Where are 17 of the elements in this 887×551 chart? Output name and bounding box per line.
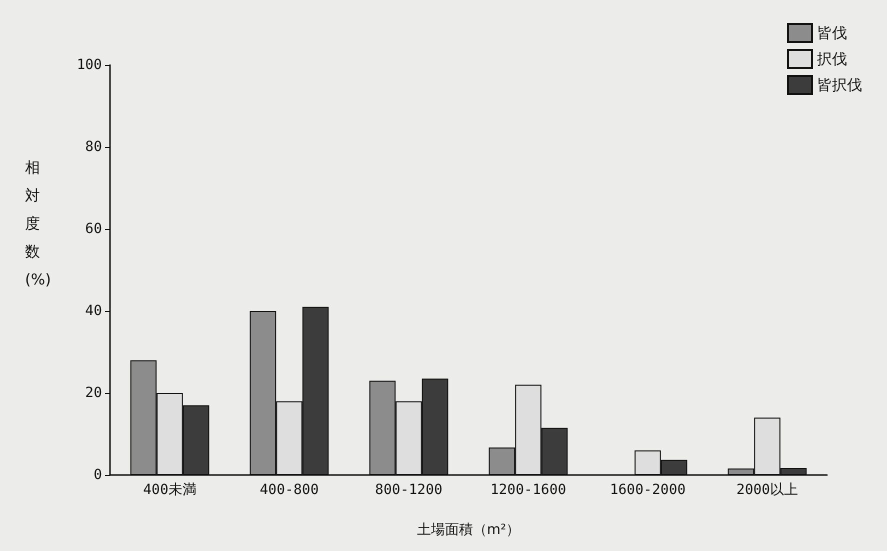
y-axis-title: 相対度数 (%) [25,158,51,288]
x-tick-label: 1200-1600 [490,482,566,498]
y-tick-label: 40 [85,303,102,319]
y-tick-label: 0 [94,467,102,483]
x-tick-label: 1600-2000 [610,482,686,498]
y-tick-label: 100 [76,57,102,73]
legend-label: 択伐 [817,50,847,68]
y-tick-label: 60 [85,221,102,237]
y-tick-label: 80 [85,139,102,155]
legend-label: 皆択伐 [817,76,862,94]
x-tick-label: 400未満 [143,482,196,498]
legend-label: 皆伐 [817,24,847,42]
x-tick-label: 2000以上 [736,482,798,498]
x-tick-label: 800-1200 [375,482,442,498]
y-tick-label: 20 [85,385,102,401]
x-axis-title: 土場面積（m²） [416,522,520,538]
x-tick-label: 400-800 [260,482,319,498]
